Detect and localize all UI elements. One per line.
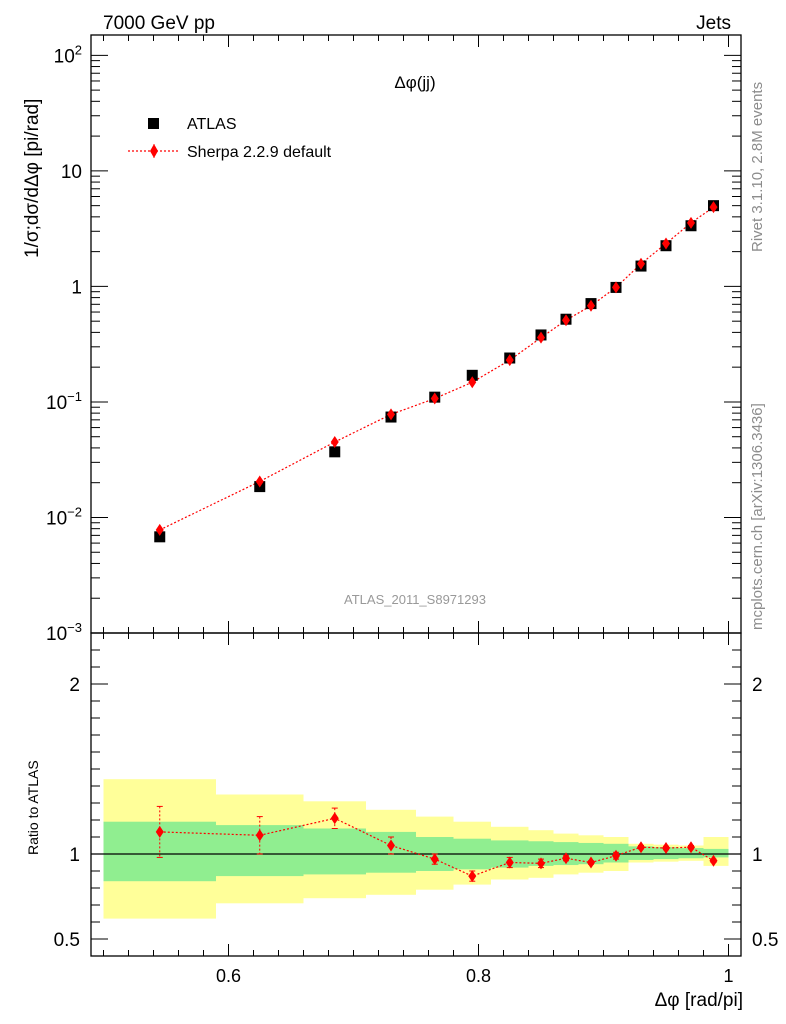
watermark: ATLAS_2011_S8971293	[344, 592, 486, 607]
sherpa-point	[155, 523, 164, 536]
ratio-sherpa-point	[468, 870, 477, 883]
legend-marker-sherpa	[150, 144, 158, 158]
ratio-y-tick-label: 2	[69, 675, 80, 696]
ratio-sherpa-point	[662, 842, 670, 855]
rivet-label: Rivet 3.1.10, 2.8M events	[749, 82, 766, 252]
legend-label-atlas: ATLAS	[187, 116, 237, 133]
sherpa-point	[637, 257, 645, 270]
ratio-y-axis-label: Ratio to ATLAS	[25, 760, 41, 855]
ratio-y-tick-label-right: 1	[752, 845, 763, 866]
ratio-sherpa-point	[255, 829, 264, 842]
inner-band-bin	[303, 828, 366, 875]
sherpa-line	[159, 206, 714, 531]
sherpa-point	[562, 314, 570, 327]
header-left: 7000 GeV pp	[103, 13, 215, 34]
sherpa-point	[687, 216, 695, 229]
sherpa-point	[662, 237, 670, 250]
ratio-y-tick-label: 0.5	[54, 930, 80, 951]
mcplots-label: mcplots.cern.ch [arXiv:1306.3436]	[749, 403, 766, 630]
y-tick-label: 1	[71, 277, 82, 298]
ratio-sherpa-point	[562, 852, 570, 865]
x-tick-label: 0.6	[216, 966, 241, 986]
x-tick-label: 0.8	[466, 966, 491, 986]
ratio-y-tick-label-right: 2	[752, 675, 763, 696]
ratio-sherpa-point	[387, 839, 395, 852]
ratio-sherpa-point	[430, 853, 439, 866]
x-tick-label: 1	[723, 966, 733, 986]
ratio-sherpa-point	[505, 856, 514, 869]
inner-band-bin	[703, 848, 729, 858]
ratio-frame	[90, 632, 742, 957]
ratio-sherpa-point	[687, 841, 695, 854]
legend-marker-atlas	[148, 118, 159, 129]
sherpa-point	[587, 299, 595, 312]
ratio-y-tick-label: 1	[69, 845, 80, 866]
y-tick-label: 10	[61, 162, 82, 183]
y-tick-label: 10−3	[46, 620, 82, 645]
ratio-panel: 0.6 0.8 1 0.5 0.5 1 1 2 2	[54, 621, 778, 986]
atlas-point	[466, 369, 478, 381]
ratio-sherpa-point	[709, 854, 718, 867]
sherpa-point	[612, 281, 620, 294]
sherpa-point	[505, 354, 514, 367]
main-panel: 10−3 10−2 10−1 1 10 102	[46, 34, 742, 645]
ratio-sherpa-point	[537, 857, 545, 870]
ratio-sherpa-point	[330, 812, 339, 825]
sherpa-point	[537, 331, 545, 344]
ratio-sherpa-point	[637, 841, 645, 854]
ratio-sherpa-point	[155, 825, 164, 838]
sherpa-point	[330, 436, 339, 449]
ratio-sherpa-point	[612, 849, 620, 862]
legend-label-sherpa: Sherpa 2.2.9 default	[187, 144, 332, 161]
ratio-y-tick-label-right: 0.5	[752, 930, 778, 951]
chart-title: Δφ(jj)	[394, 73, 435, 92]
header-right: Jets	[696, 13, 731, 34]
sherpa-point	[430, 392, 439, 405]
ratio-sherpa-point	[587, 856, 595, 869]
y-tick-label: 102	[54, 42, 82, 67]
atlas-point	[329, 446, 341, 458]
sherpa-point	[255, 475, 264, 488]
sherpa-point	[709, 201, 718, 214]
legend: ATLAS Sherpa 2.2.9 default	[128, 116, 332, 161]
x-axis-label: Δφ [rad/pi]	[655, 990, 743, 1011]
y-tick-label: 10−2	[46, 504, 82, 529]
main-y-axis-label: 1/σ;dσ/dΔφ [pi/rad]	[22, 99, 43, 258]
sherpa-point	[468, 376, 477, 389]
atlas-point	[154, 531, 166, 543]
y-tick-label: 10−1	[46, 389, 82, 414]
sherpa-point	[387, 408, 395, 421]
